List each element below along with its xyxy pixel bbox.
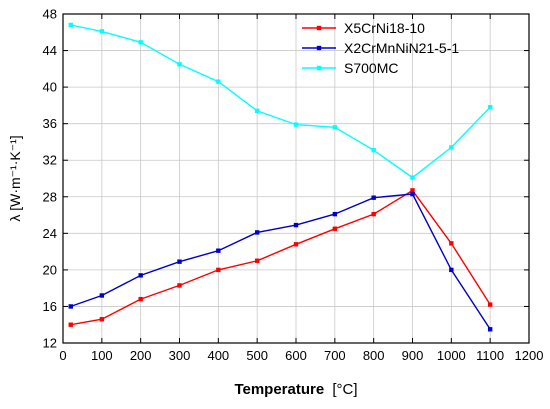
legend-marker <box>316 45 322 51</box>
series-line-2 <box>70 193 491 330</box>
grid <box>63 14 529 343</box>
data-point <box>177 283 182 288</box>
data-point <box>410 191 415 197</box>
legend-label: X5CrNi18-10 <box>344 20 425 36</box>
x-tick-label: 900 <box>402 348 424 363</box>
data-point <box>216 267 221 273</box>
x-tick-label: 1000 <box>437 348 466 363</box>
data-point <box>332 125 338 130</box>
data-point <box>138 40 143 45</box>
data-point <box>216 79 221 84</box>
y-tick-label: 44 <box>43 43 57 58</box>
data-point <box>410 188 415 193</box>
y-tick-label: 16 <box>43 299 57 314</box>
axes: 0 100 200 300 400 500 600 700 800 900 1000 1100 1200… <box>43 7 544 364</box>
data-point <box>68 322 73 327</box>
x-tick-label: 600 <box>285 348 307 363</box>
data-point <box>99 293 105 298</box>
data-point <box>216 248 221 253</box>
data-point <box>410 175 415 180</box>
x-tick-label: 700 <box>324 348 346 363</box>
data-point <box>487 302 493 307</box>
y-tick-label: 20 <box>43 262 57 277</box>
data-point <box>487 327 493 332</box>
y-axis-title: λ [W·m⁻¹·K⁻¹] <box>7 135 23 221</box>
x-tick-label: 400 <box>207 348 229 363</box>
data-point <box>487 105 493 110</box>
series-line-3 <box>70 24 491 179</box>
data-point <box>254 230 260 235</box>
x-tick-label: 0 <box>59 348 66 363</box>
x-tick-label: 200 <box>130 348 152 363</box>
data-point <box>371 195 376 200</box>
data-point <box>254 108 260 114</box>
data-point <box>138 296 143 302</box>
series-group <box>68 22 493 332</box>
legend-marker <box>316 65 322 71</box>
x-tick-label: 300 <box>169 348 191 363</box>
x-tick-label: 100 <box>91 348 113 363</box>
y-tick-label: 40 <box>43 80 57 95</box>
data-point <box>371 147 376 153</box>
legend-label: S700MC <box>344 60 398 76</box>
x-axis-title-main: Temperature <box>234 381 324 398</box>
data-point <box>138 273 143 278</box>
y-tick-label: 28 <box>43 189 57 204</box>
data-point <box>293 242 299 247</box>
data-point <box>332 226 338 231</box>
data-point <box>99 29 105 34</box>
series-line-1 <box>70 189 491 326</box>
data-point <box>254 258 260 263</box>
data-point <box>449 267 454 273</box>
data-point <box>177 259 182 264</box>
legend-marker <box>316 25 322 31</box>
y-tick-label: 48 <box>43 7 57 22</box>
data-point <box>293 222 299 228</box>
y-tick-label: 36 <box>43 116 57 131</box>
x-tick-label: 1100 <box>476 348 504 363</box>
data-point <box>371 211 376 217</box>
y-tick-label: 24 <box>43 226 57 241</box>
x-axis-title-unit: [°C] <box>332 381 357 398</box>
data-point <box>332 211 338 217</box>
data-point <box>449 241 454 246</box>
y-tick-label: 12 <box>43 336 57 351</box>
x-tick-label: 500 <box>246 348 268 363</box>
y-tick-label: 32 <box>43 153 57 168</box>
data-point <box>177 62 182 67</box>
data-point <box>68 304 73 309</box>
x-tick-label: 800 <box>363 348 385 363</box>
legend: X5CrNi18-10 X2CrMnNiN21-5-1 S700MC <box>302 20 459 76</box>
x-axis-title: Temperature [°C] <box>234 381 357 398</box>
data-point <box>293 122 299 127</box>
data-point <box>99 317 105 322</box>
data-point <box>68 22 73 28</box>
legend-label: X2CrMnNiN21-5-1 <box>344 40 459 56</box>
x-tick-label: 1200 <box>515 348 544 363</box>
data-point <box>449 145 454 150</box>
